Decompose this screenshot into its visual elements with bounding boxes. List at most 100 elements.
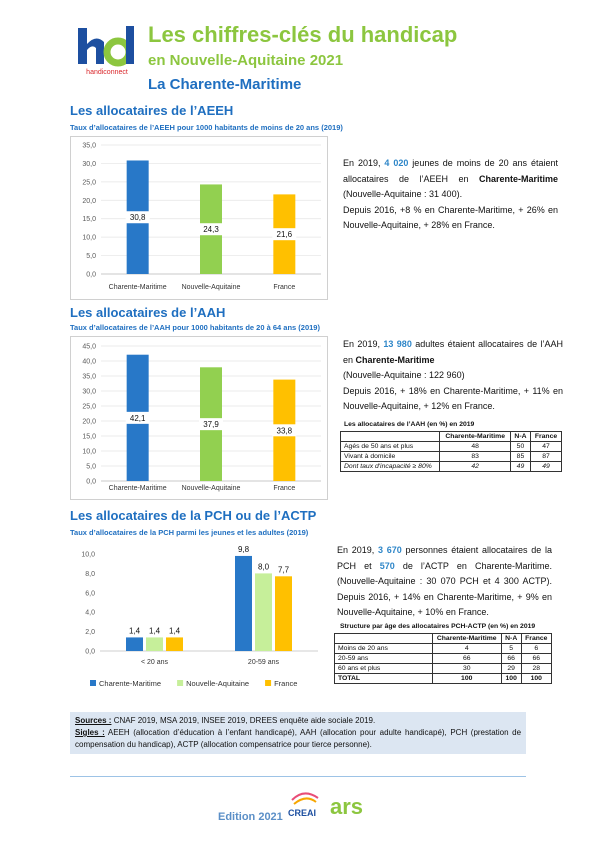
- cell: 87: [530, 451, 562, 462]
- logo: handiconnect: [78, 26, 134, 76]
- region: La Charente-Maritime: [148, 76, 302, 93]
- text: (Nouvelle-Aquitaine : 31 400).: [343, 189, 463, 199]
- cell: 4: [431, 643, 502, 654]
- table: Charente-Maritime N-A France Agés de 50 ans…: [339, 431, 562, 472]
- cell: 42: [439, 461, 511, 472]
- value-label: 8,0: [258, 562, 270, 571]
- cell: 28: [520, 663, 553, 674]
- value-label-box: [199, 418, 223, 431]
- cell: 29: [500, 663, 522, 674]
- chart-title: Taux d’allocataires de l’AEEH pour 1000 …: [70, 123, 343, 132]
- section-heading: Les allocataires de l’AAH: [70, 305, 226, 320]
- partner-logos: CREAI ars: [288, 792, 363, 819]
- value-label: 1,4: [149, 626, 161, 635]
- cell: Agés de 50 ans et plus: [339, 441, 441, 452]
- y-tick-label: 25,0: [82, 404, 96, 411]
- value-label: 7,7: [278, 565, 290, 574]
- paragraph: En 2019, 3 670 personnes étaient allocat…: [337, 543, 552, 621]
- value-label-box: [125, 211, 150, 224]
- header-cell: [334, 633, 433, 644]
- bar: [146, 637, 163, 651]
- cell: 47: [530, 441, 562, 452]
- cell: 60 ans et plus: [334, 663, 433, 674]
- highlight: 4 020: [384, 158, 409, 168]
- y-tick-label: 30,0: [82, 389, 96, 396]
- value-label: 1,4: [129, 626, 141, 635]
- cell: 100: [520, 673, 553, 684]
- y-tick-label: 45,0: [82, 344, 96, 351]
- value-label: 1,4: [169, 626, 181, 635]
- text: En 2019,: [343, 158, 385, 168]
- value-label: 42,1: [130, 414, 146, 423]
- cell: 100: [431, 673, 502, 684]
- y-tick-label: 30,0: [82, 161, 96, 168]
- x-tick-label: Charente-Maritime: [109, 284, 167, 291]
- chart-title: Taux d’allocataires de l’AAH pour 1000 h…: [70, 323, 320, 332]
- table: Charente-Maritime N-A France Moins de 20 an…: [334, 633, 553, 684]
- text: jeunes de moins de 20 ans étaient alloca…: [343, 158, 559, 184]
- chart: 0,0 5,0 10,0 15,0 20,0 25,0 30,0 35,0 Charente-M…: [70, 136, 328, 300]
- x-tick-label: 20-59 ans: [248, 659, 280, 666]
- cell: 48: [439, 441, 511, 452]
- cell: 49: [509, 461, 532, 472]
- bar: [275, 576, 292, 651]
- sigles-text: AEEH (allocation d’éducation à l’enfant …: [75, 728, 522, 749]
- y-tick-label: 4,0: [85, 610, 95, 617]
- value-label: 30,8: [130, 213, 146, 222]
- paragraph: En 2019, 13 980 adultes étaient allocata…: [343, 337, 563, 415]
- y-tick-label: 35,0: [82, 374, 96, 381]
- cell: 100: [500, 673, 522, 684]
- edition: Edition 2021: [218, 811, 283, 823]
- bar: [126, 637, 143, 651]
- y-tick-label: 5,0: [86, 253, 96, 260]
- chart: 0,0 5,0 10,0 15,0 20,0 25,0 30,0 35,0 40,0 45,0 Ch…: [70, 336, 328, 500]
- y-tick-label: 2,0: [85, 629, 95, 636]
- value-label: 9,8: [238, 545, 250, 554]
- table-row: 60 ans et plus 30 29 28: [334, 663, 553, 674]
- table-row: 20-59 ans 66 66 66: [334, 653, 553, 664]
- header-cell: N-A: [500, 633, 522, 644]
- x-tick-label: < 20 ans: [141, 659, 169, 666]
- cell: 20-59 ans: [334, 653, 433, 664]
- y-tick-label: 10,0: [82, 235, 96, 242]
- y-tick-label: 10,0: [82, 449, 96, 456]
- y-tick-label: 15,0: [82, 434, 96, 441]
- cell: 66: [520, 653, 553, 664]
- y-tick-label: 20,0: [82, 198, 96, 205]
- y-tick-label: 5,0: [86, 464, 96, 471]
- table-row: Moins de 20 ans 4 5 6: [334, 643, 553, 654]
- legend-label: Nouvelle-Aquitaine: [186, 679, 249, 688]
- cell: 5: [500, 643, 522, 654]
- cell: Vivant à domicile: [339, 451, 441, 462]
- table-header: Charente-Maritime N-A France: [334, 633, 553, 644]
- text: personnes étaient allocataires de la PCH…: [337, 545, 553, 571]
- cell: 49: [530, 461, 562, 472]
- cell: 6: [520, 643, 553, 654]
- footer-rule: [70, 776, 526, 777]
- header-cell: [339, 431, 441, 442]
- y-tick-label: 40,0: [82, 359, 96, 366]
- legend-swatch: [90, 680, 96, 686]
- text: Depuis 2016, +8 % en Charente-Maritime, …: [343, 204, 558, 231]
- header-cell: Charente-Maritime: [431, 633, 502, 644]
- cell: 85: [509, 451, 532, 462]
- text: de l’ACTP en Charente-Maritime. (Nouvell…: [337, 560, 552, 618]
- text: En 2019,: [337, 545, 378, 555]
- chart: 0,0 2,0 4,0 6,0 8,0 10,0 < 20 ans 20-59 ans 1,4 9…: [81, 545, 318, 688]
- legend-label: Charente-Maritime: [99, 679, 161, 688]
- value-label-box: [272, 424, 297, 437]
- sources-label: Sources :: [75, 716, 112, 725]
- paragraph: En 2019, 4 020 jeunes de moins de 20 ans…: [343, 156, 558, 234]
- cell: 66: [500, 653, 522, 664]
- table-row: Dont taux d'incapacité ≥ 80% 42 49 49: [339, 461, 562, 472]
- sigles-label: Sigles :: [75, 728, 105, 737]
- logo-text: handiconnect: [86, 69, 128, 76]
- highlight: 3 670: [378, 545, 402, 555]
- legend-swatch: [265, 680, 272, 686]
- y-tick-label: 0,0: [86, 272, 96, 279]
- y-tick-label: 15,0: [82, 216, 96, 223]
- y-tick-label: 0,0: [86, 479, 96, 486]
- header-cell: France: [520, 633, 553, 644]
- subtitle: en Nouvelle-Aquitaine 2021: [148, 52, 344, 69]
- y-tick-label: 0,0: [85, 649, 95, 656]
